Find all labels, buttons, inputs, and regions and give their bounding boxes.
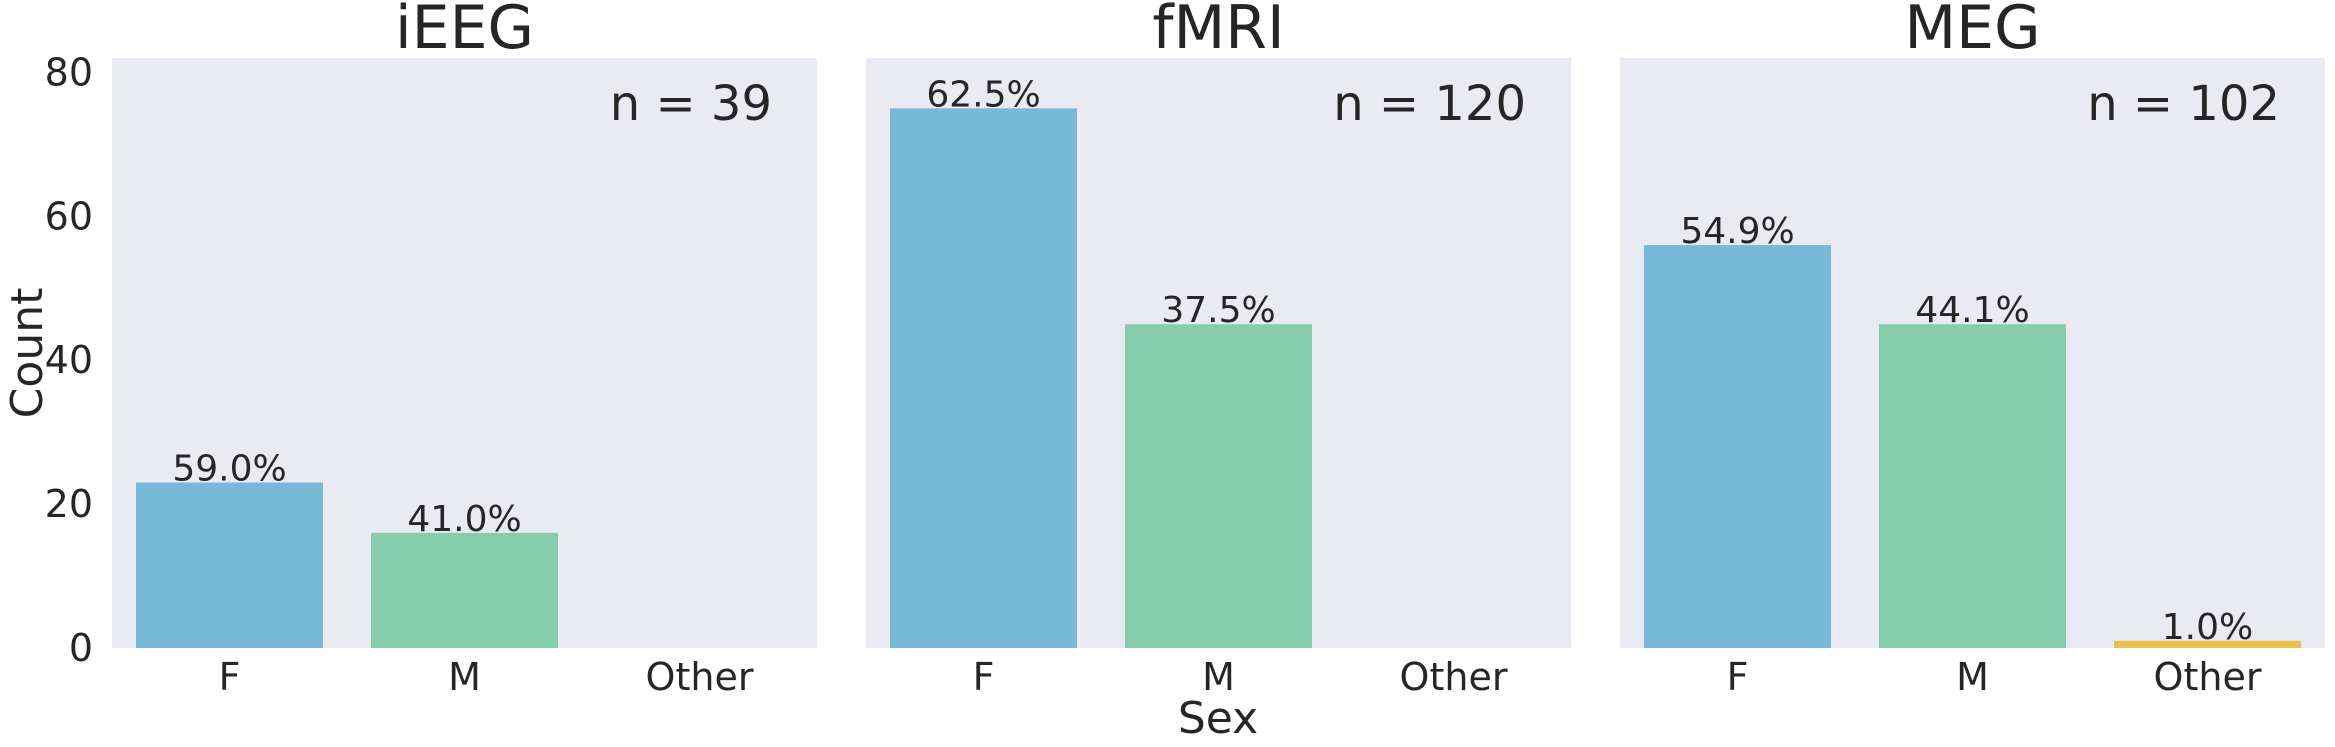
- y-axis-label: Count: [2, 288, 53, 419]
- bar-f: [136, 482, 323, 648]
- data-label-other: 1.0%: [2162, 607, 2253, 648]
- bar-m: [1125, 324, 1312, 648]
- y-tick-label: 0: [69, 626, 93, 670]
- x-axis-label: Sex: [1178, 693, 1258, 744]
- data-label-m: 44.1%: [1915, 290, 2029, 331]
- x-tick-label-f: F: [219, 655, 241, 699]
- x-tick-label-other: Other: [1400, 655, 1508, 699]
- data-label-m: 41.0%: [407, 499, 521, 540]
- x-tick-label-f: F: [1727, 655, 1749, 699]
- x-tick-label-m: M: [1956, 655, 1989, 699]
- x-tick-label-f: F: [973, 655, 995, 699]
- y-tick-label: 20: [45, 482, 93, 526]
- data-label-f: 59.0%: [172, 449, 286, 490]
- bar-f: [1644, 245, 1831, 648]
- sample-size-label: n = 39: [610, 76, 772, 132]
- y-tick-label: 40: [45, 338, 93, 382]
- bar-m: [1879, 324, 2066, 648]
- bar-other: [2114, 640, 2301, 648]
- data-label-f: 62.5%: [926, 74, 1040, 115]
- panel-title: fMRI: [1152, 0, 1284, 63]
- x-tick-label-m: M: [1202, 655, 1235, 699]
- sample-size-label: n = 120: [1333, 76, 1526, 132]
- panel-title: iEEG: [395, 0, 534, 63]
- panel-meg: MEG n = 102 54.9% F 44.1% M 1.0% Other: [1620, 0, 2325, 699]
- bar-f: [890, 108, 1077, 649]
- panel-ieeg: iEEG n = 39 59.0% F 41.0% M Other: [112, 0, 817, 699]
- x-tick-label-m: M: [448, 655, 481, 699]
- panel-fmri: fMRI n = 120 62.5% F 37.5% M Other: [866, 0, 1571, 699]
- bar-m: [371, 532, 558, 648]
- x-tick-label-other: Other: [2154, 655, 2262, 699]
- data-label-m: 37.5%: [1161, 290, 1275, 331]
- y-tick-label: 80: [45, 50, 93, 94]
- panel-title: MEG: [1904, 0, 2040, 63]
- y-tick-label: 60: [45, 194, 93, 238]
- sample-size-label: n = 102: [2087, 76, 2280, 132]
- x-tick-label-other: Other: [646, 655, 754, 699]
- data-label-f: 54.9%: [1680, 211, 1794, 252]
